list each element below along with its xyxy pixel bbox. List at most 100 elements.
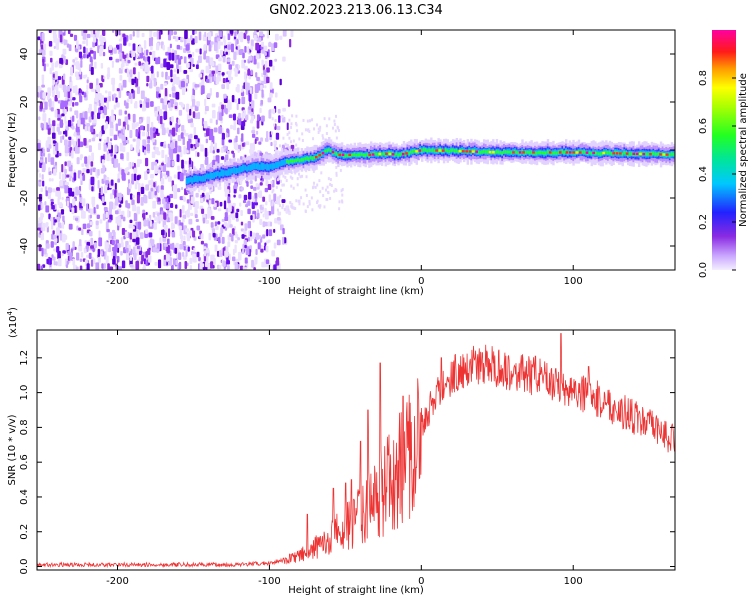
heatmap-ridge-cell <box>193 175 196 183</box>
heatmap-noise-cell <box>160 98 164 104</box>
heatmap-ridge-cell <box>465 150 468 153</box>
heatmap-noise-cell <box>90 176 95 186</box>
heatmap-noise-cell <box>64 161 67 167</box>
heatmap-noise-cell <box>228 64 233 70</box>
heatmap-noise-cell <box>180 103 185 108</box>
heatmap-noise-cell <box>294 121 297 125</box>
heatmap-noise-cell <box>183 235 186 241</box>
heatmap-noise-cell <box>103 97 108 103</box>
heatmap-noise-cell <box>312 169 315 173</box>
heatmap-noise-cell <box>270 141 273 147</box>
snr-series-line <box>37 333 675 569</box>
heatmap-noise-cell <box>330 184 333 188</box>
heatmap-noise-cell <box>104 185 108 194</box>
heatmap-noise-cell <box>186 50 191 54</box>
heatmap-noise-cell <box>105 255 109 264</box>
heatmap-noise-cell <box>295 143 298 147</box>
heatmap-noise-cell <box>275 185 278 189</box>
heatmap-noise-cell <box>118 89 122 98</box>
heatmap-noise-cell <box>129 239 132 243</box>
heatmap-noise-cell <box>77 138 81 148</box>
heatmap-noise-cell <box>81 198 86 207</box>
heatmap-noise-cell <box>77 119 81 127</box>
heatmap-noise-cell <box>169 202 174 208</box>
heatmap-noise-cell <box>181 159 184 169</box>
heatmap-noise-cell <box>302 202 305 206</box>
heatmap-ridge-cell <box>517 152 521 155</box>
snr-x-tick-label: 100 <box>564 576 583 587</box>
heatmap-noise-cell <box>97 30 100 35</box>
heatmap-noise-cell <box>210 41 214 45</box>
heatmap-ridge-cell <box>346 154 349 157</box>
heatmap-noise-cell <box>274 33 279 41</box>
heatmap-noise-cell <box>257 242 261 250</box>
heatmap-noise-cell <box>253 267 256 270</box>
heatmap-noise-cell <box>102 213 106 221</box>
heatmap-noise-cell <box>55 261 58 266</box>
heatmap-noise-cell <box>257 212 260 219</box>
heatmap-noise-cell <box>282 136 285 140</box>
heatmap-noise-cell <box>48 40 53 47</box>
heatmap-noise-cell <box>297 199 300 203</box>
heatmap-noise-cell <box>126 98 130 102</box>
heatmap-noise-cell <box>65 128 68 137</box>
heatmap-ridge-cell <box>619 152 622 155</box>
heatmap-noise-cell <box>190 143 193 149</box>
heatmap-noise-cell <box>259 182 263 186</box>
heatmap-noise-cell <box>78 244 83 252</box>
heatmap-noise-cell <box>152 200 156 209</box>
heatmap-noise-cell <box>208 200 211 206</box>
heatmap-noise-cell <box>160 178 165 185</box>
heatmap-noise-cell <box>64 144 69 154</box>
heatmap-noise-cell <box>83 30 88 34</box>
heatmap-ridge-cell <box>373 152 377 155</box>
spectrogram-x-tick-label: 0 <box>418 276 424 287</box>
heatmap-noise-cell <box>48 187 53 193</box>
heatmap-ridge-cell <box>479 151 482 154</box>
heatmap-noise-cell <box>159 214 164 222</box>
heatmap-ridge-cell <box>388 152 392 156</box>
heatmap-noise-cell <box>146 123 150 132</box>
heatmap-noise-cell <box>51 204 55 210</box>
heatmap-noise-cell <box>67 120 72 127</box>
heatmap-noise-cell <box>170 78 173 83</box>
heatmap-ridge-cell <box>205 173 209 179</box>
heatmap-noise-cell <box>115 97 118 104</box>
heatmap-noise-cell <box>151 36 154 41</box>
heatmap-noise-cell <box>42 49 46 56</box>
heatmap-noise-cell <box>178 65 182 73</box>
heatmap-noise-cell <box>281 206 284 210</box>
heatmap-noise-cell <box>131 88 134 94</box>
heatmap-noise-cell <box>253 186 257 191</box>
heatmap-ridge-cell <box>528 151 531 154</box>
heatmap-noise-cell <box>218 30 222 38</box>
heatmap-noise-cell <box>234 69 238 77</box>
spectrogram-y-axis-label: Frequency (Hz) <box>7 112 18 188</box>
heatmap-noise-cell <box>174 216 178 224</box>
heatmap-noise-cell <box>278 174 281 178</box>
heatmap-ridge-cell <box>366 153 369 156</box>
heatmap-noise-cell <box>316 123 319 127</box>
heatmap-noise-cell <box>132 138 136 142</box>
heatmap-ridge-cell <box>311 157 315 160</box>
heatmap-noise-cell <box>210 142 214 148</box>
heatmap-noise-cell <box>235 135 238 143</box>
heatmap-ridge-cell <box>506 150 510 154</box>
heatmap-noise-cell <box>118 266 123 270</box>
heatmap-noise-cell <box>118 30 121 36</box>
heatmap-ridge-cell <box>475 150 478 153</box>
heatmap-noise-cell <box>195 48 199 53</box>
heatmap-noise-cell <box>154 164 158 174</box>
heatmap-noise-cell <box>261 41 264 47</box>
heatmap-noise-cell <box>141 32 145 38</box>
heatmap-noise-cell <box>244 46 247 53</box>
heatmap-noise-cell <box>185 82 189 87</box>
spectrogram-y-tick-label: 40 <box>19 48 30 61</box>
heatmap-noise-cell <box>232 202 236 207</box>
heatmap-noise-cell <box>132 204 137 212</box>
heatmap-noise-cell <box>247 221 251 229</box>
heatmap-noise-cell <box>282 174 285 178</box>
heatmap-noise-cell <box>72 115 75 122</box>
heatmap-noise-cell <box>234 31 237 37</box>
heatmap-noise-cell <box>101 196 105 204</box>
